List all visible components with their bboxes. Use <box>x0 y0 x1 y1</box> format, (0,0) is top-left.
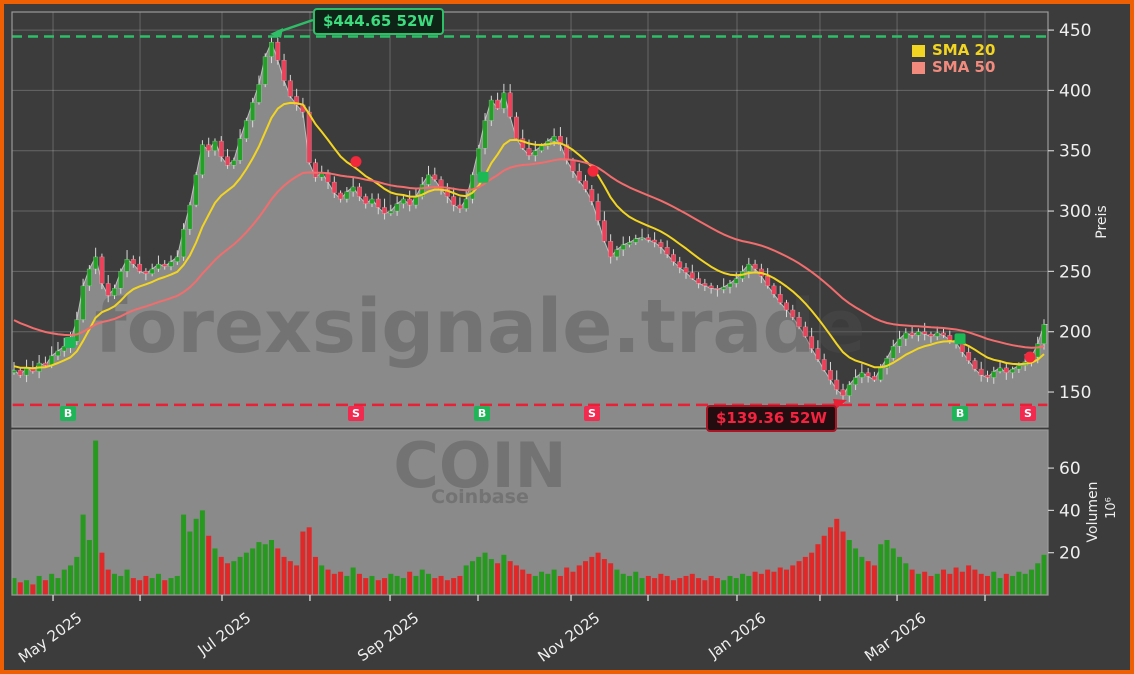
svg-text:Mar 2026: Mar 2026 <box>861 609 929 665</box>
watermark-symbol: COIN <box>393 429 566 502</box>
svg-text:250: 250 <box>1059 262 1091 282</box>
svg-text:200: 200 <box>1059 323 1091 343</box>
svg-text:Jul 2025: Jul 2025 <box>194 609 255 660</box>
sell-signal-badge: S <box>347 406 364 421</box>
buy-signal-badge: B <box>952 406 969 421</box>
death-cross-marker <box>1024 351 1036 363</box>
golden-cross-marker <box>64 337 76 349</box>
svg-text:300: 300 <box>1059 202 1091 222</box>
svg-text:60: 60 <box>1059 459 1081 479</box>
cross-markers <box>64 156 1036 363</box>
svg-text:Preis: Preis <box>1094 205 1110 238</box>
sma-lines <box>13 101 1045 370</box>
svg-text:10⁶: 10⁶ <box>1104 497 1119 519</box>
sell-signal-badge: S <box>583 406 600 421</box>
sma50-label: SMA 50 <box>932 58 996 76</box>
high-52w-label: $444.65 52W <box>313 8 444 35</box>
buy-signal-badge: B <box>60 406 77 421</box>
sell-signal-badge: S <box>1020 406 1036 421</box>
svg-text:Nov 2025: Nov 2025 <box>534 609 603 666</box>
golden-cross-marker <box>477 171 489 183</box>
sma20-swatch-icon <box>912 44 925 57</box>
golden-cross-marker <box>954 333 966 345</box>
legend: SMA 20 SMA 50 <box>912 42 995 76</box>
svg-text:Volumen: Volumen <box>1085 482 1101 543</box>
svg-text:450: 450 <box>1059 21 1091 41</box>
svg-text:May 2025: May 2025 <box>15 609 85 667</box>
svg-text:40: 40 <box>1059 501 1081 521</box>
watermark-exchange: Coinbase <box>431 486 529 508</box>
volume-bars <box>11 440 1047 595</box>
low-52w-label: $139.36 52W <box>706 405 837 432</box>
svg-text:Jan 2026: Jan 2026 <box>704 609 769 663</box>
legend-item-sma50: SMA 50 <box>912 59 995 76</box>
svg-text:400: 400 <box>1059 81 1091 101</box>
sma20-label: SMA 20 <box>932 41 996 59</box>
watermark-site: forexsignale.trade <box>94 284 865 370</box>
svg-text:350: 350 <box>1059 142 1091 162</box>
sma50-swatch-icon <box>912 61 925 74</box>
death-cross-marker <box>587 165 599 177</box>
candlesticks <box>11 36 1047 405</box>
svg-text:150: 150 <box>1059 383 1091 403</box>
death-cross-marker <box>350 156 362 168</box>
legend-item-sma20: SMA 20 <box>912 42 995 59</box>
buy-signal-badge: B <box>474 406 491 421</box>
svg-text:20: 20 <box>1059 544 1081 564</box>
svg-text:Sep 2025: Sep 2025 <box>354 609 422 665</box>
